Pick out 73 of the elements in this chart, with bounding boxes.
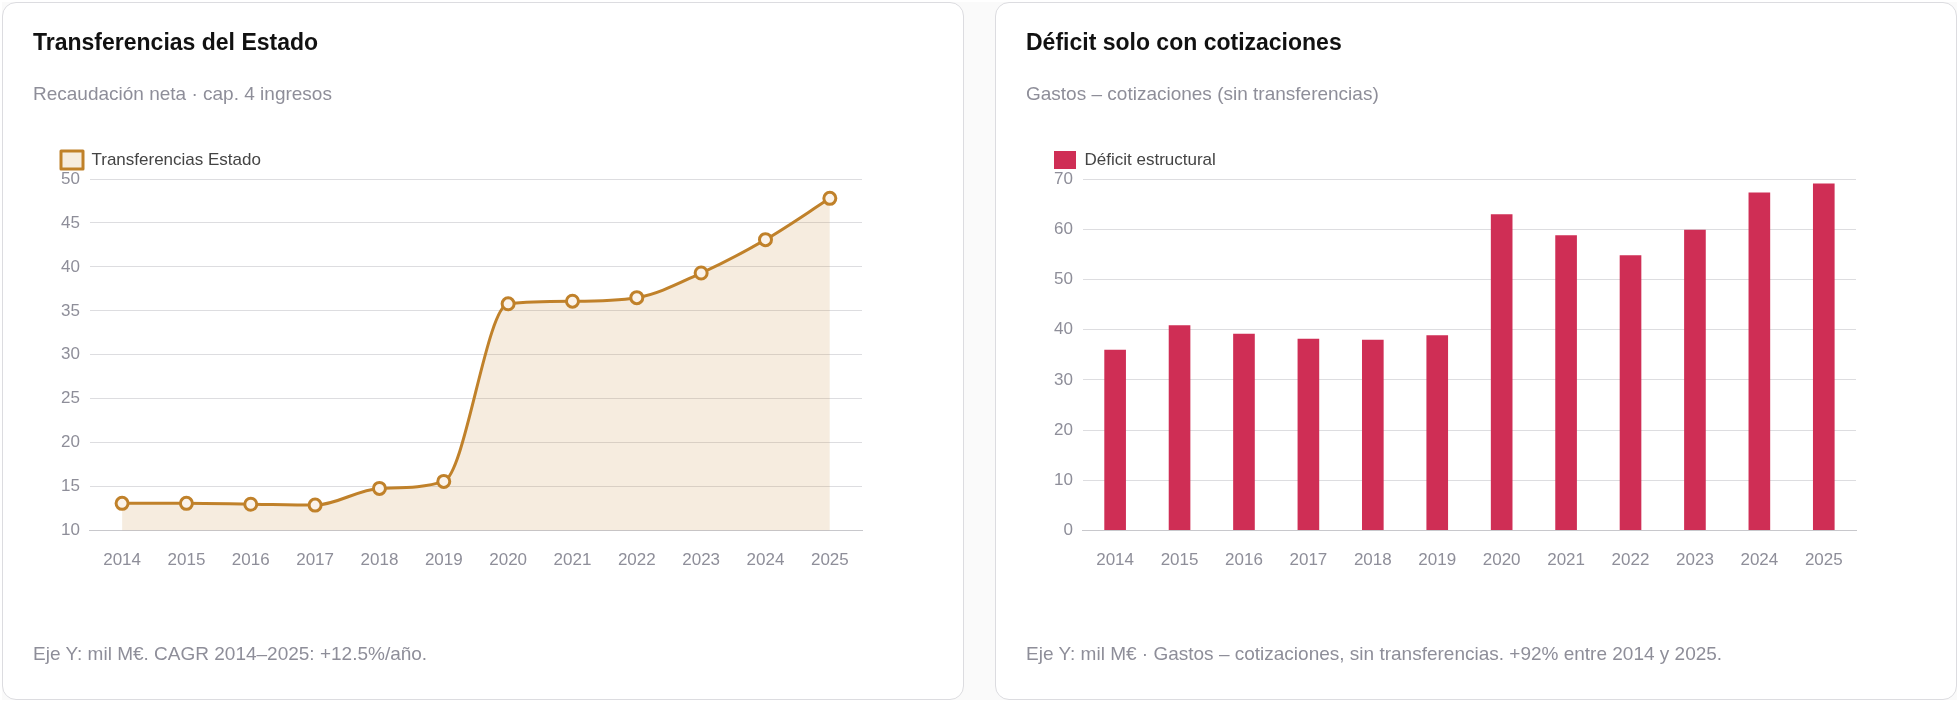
x-tick-label: 2015 <box>1160 550 1199 570</box>
y-tick-label: 70 <box>1053 168 1073 188</box>
y-tick-label: 30 <box>60 344 80 364</box>
x-tick-label: 2025 <box>1804 550 1843 570</box>
x-tick-label: 2022 <box>1611 550 1650 570</box>
x-tick-label: 2021 <box>1547 550 1586 570</box>
point <box>629 290 645 306</box>
x-tick-label: 2016 <box>1225 550 1263 570</box>
point <box>822 190 838 206</box>
bar <box>1168 325 1191 531</box>
bar <box>1297 338 1320 531</box>
legend-label: Transferencias Estado <box>91 149 261 169</box>
point <box>757 232 773 248</box>
x-tick-label: 2021 <box>553 550 592 570</box>
x-tick-label: 2025 <box>810 550 849 570</box>
y-tick-label: 25 <box>60 388 80 408</box>
legend-label: Déficit estructural <box>1084 149 1216 169</box>
y-tick-label: 20 <box>1053 419 1073 439</box>
x-tick-label: 2024 <box>746 550 785 570</box>
bar <box>1684 229 1706 531</box>
x-tick-label: 2024 <box>1740 550 1779 570</box>
y-tick-label: 35 <box>60 300 80 320</box>
bar <box>1748 192 1771 531</box>
x-tick-label: 2019 <box>424 550 463 570</box>
chart-subtitle: Recaudación neta · cap. 4 ingresos <box>33 83 332 105</box>
y-tick-label: 45 <box>60 212 80 232</box>
y-tick-label: 10 <box>1053 470 1073 490</box>
x-tick-label: 2023 <box>1676 550 1714 570</box>
y-tick-label: 60 <box>1053 218 1073 238</box>
bar <box>1812 183 1835 531</box>
x-tick-label: 2017 <box>296 550 335 570</box>
y-tick-label: 30 <box>1053 369 1073 389</box>
y-tick-label: 40 <box>60 256 80 276</box>
point <box>500 296 516 312</box>
y-tick-label: 0 <box>1063 520 1073 540</box>
y-tick-label: 50 <box>1053 269 1073 289</box>
point <box>371 480 387 496</box>
x-tick-label: 2020 <box>489 550 528 570</box>
bar <box>1104 349 1126 531</box>
x-tick-label: 2020 <box>1482 550 1521 570</box>
x-tick-label: 2023 <box>682 550 721 570</box>
point <box>243 496 259 512</box>
y-tick-label: 40 <box>1053 319 1073 339</box>
point <box>114 495 130 511</box>
text: Eje Y: mil M€. CAGR 2014–2025: +12.5%/año. <box>33 643 428 665</box>
bar <box>1555 235 1577 531</box>
bar <box>1619 255 1642 531</box>
bar <box>1362 339 1384 531</box>
x-tick-label: 2017 <box>1289 550 1328 570</box>
x-tick-label: 2016 <box>231 550 270 570</box>
x-tick-label: 2018 <box>360 550 399 570</box>
x-tick-label: 2014 <box>103 550 141 570</box>
bar <box>1426 335 1449 531</box>
x-tick-label: 2018 <box>1353 550 1392 570</box>
bar <box>1490 214 1513 531</box>
bar <box>1233 333 1255 531</box>
y-tick-label: 10 <box>60 520 80 540</box>
x-tick-label: 2015 <box>167 550 206 570</box>
y-tick-label: 20 <box>60 432 80 452</box>
y-tick-label: 50 <box>60 168 80 188</box>
point <box>178 495 194 511</box>
point <box>564 293 580 309</box>
y-tick-label: 15 <box>60 476 80 496</box>
x-tick-label: 2022 <box>617 550 656 570</box>
x-tick-label: 2014 <box>1096 550 1135 570</box>
point <box>307 497 323 513</box>
point <box>693 265 709 281</box>
text: Eje Y: mil M€ · Gastos – cotizaciones, sin transferencias. +92% entre 2014 y 2025. <box>1026 643 1723 665</box>
chart-subtitle: Gastos – cotizaciones (sin transferencias) <box>1026 83 1379 105</box>
point <box>436 473 452 489</box>
x-tick-label: 2019 <box>1418 550 1457 570</box>
chart-title: Transferencias del Estado <box>33 29 319 56</box>
chart-title: Déficit solo con cotizaciones <box>1026 29 1342 56</box>
